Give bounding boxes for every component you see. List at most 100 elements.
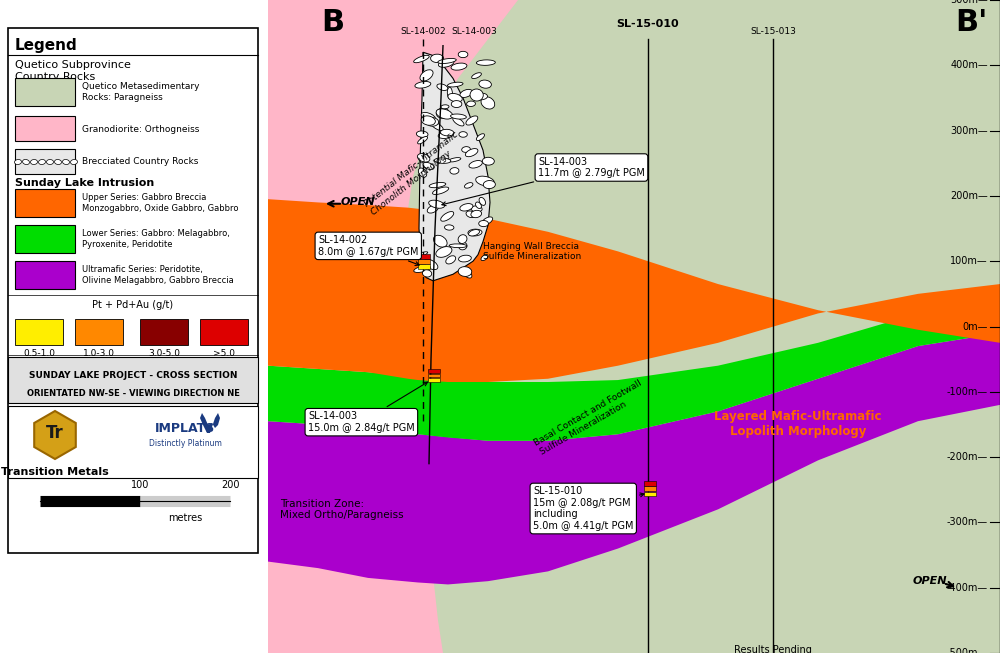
- Bar: [15, 78, 75, 106]
- Text: Distinctly Platinum: Distinctly Platinum: [149, 439, 221, 447]
- Text: Results Pending: Results Pending: [734, 645, 812, 653]
- Ellipse shape: [441, 104, 449, 109]
- Text: OPEN: OPEN: [913, 576, 948, 586]
- Text: IMPLATS: IMPLATS: [155, 421, 215, 434]
- Text: 100: 100: [131, 480, 149, 490]
- Ellipse shape: [467, 101, 475, 106]
- Ellipse shape: [414, 252, 428, 257]
- Ellipse shape: [468, 229, 482, 236]
- Ellipse shape: [460, 89, 472, 97]
- Ellipse shape: [479, 221, 488, 227]
- Ellipse shape: [476, 134, 484, 140]
- Bar: [418, 259, 430, 264]
- Ellipse shape: [437, 84, 448, 91]
- Ellipse shape: [453, 118, 464, 126]
- Ellipse shape: [426, 118, 439, 126]
- Ellipse shape: [471, 206, 482, 212]
- Text: 300m—: 300m—: [950, 125, 988, 136]
- Text: Quetico Subprovince
Country Rocks: Quetico Subprovince Country Rocks: [15, 60, 131, 82]
- Text: 3.0-5.0: 3.0-5.0: [148, 349, 180, 358]
- Bar: [15, 149, 75, 174]
- Polygon shape: [200, 413, 220, 433]
- Ellipse shape: [417, 153, 430, 162]
- Ellipse shape: [421, 116, 435, 125]
- Text: 0m—: 0m—: [963, 321, 988, 332]
- Ellipse shape: [420, 70, 433, 81]
- Ellipse shape: [465, 149, 478, 157]
- Text: Brecciated Country Rocks: Brecciated Country Rocks: [82, 157, 198, 167]
- Ellipse shape: [469, 230, 480, 236]
- Text: Transition Metals: Transition Metals: [1, 467, 109, 477]
- Text: Transition Zone:
Mixed Ortho/Paragneiss: Transition Zone: Mixed Ortho/Paragneiss: [280, 498, 404, 520]
- Text: 100m—: 100m—: [950, 256, 988, 266]
- Ellipse shape: [464, 183, 473, 188]
- Text: 400m—: 400m—: [950, 60, 988, 71]
- Ellipse shape: [418, 168, 427, 177]
- Ellipse shape: [482, 217, 493, 225]
- Ellipse shape: [476, 202, 481, 208]
- Bar: [8, 406, 258, 478]
- Polygon shape: [268, 0, 1000, 653]
- Polygon shape: [268, 333, 1000, 584]
- Ellipse shape: [436, 108, 449, 118]
- Bar: [418, 254, 430, 259]
- Ellipse shape: [429, 200, 445, 208]
- Text: -100m—: -100m—: [947, 387, 988, 397]
- Ellipse shape: [475, 93, 487, 100]
- Ellipse shape: [450, 168, 459, 174]
- Ellipse shape: [479, 197, 486, 205]
- Ellipse shape: [418, 136, 428, 144]
- Ellipse shape: [451, 101, 462, 108]
- Text: 0.5-1.0: 0.5-1.0: [23, 349, 55, 358]
- Bar: [428, 369, 440, 373]
- Text: Basal Contact and Footwall
Sulfide Mineralization: Basal Contact and Footwall Sulfide Miner…: [533, 379, 649, 457]
- Text: SL-15-013: SL-15-013: [750, 27, 796, 36]
- Ellipse shape: [470, 89, 483, 101]
- Text: Quetico Metasedimentary
Rocks: Paragneiss: Quetico Metasedimentary Rocks: Paragneis…: [82, 82, 200, 102]
- Ellipse shape: [466, 211, 475, 217]
- Ellipse shape: [459, 255, 471, 262]
- Ellipse shape: [23, 159, 29, 165]
- Ellipse shape: [433, 187, 449, 195]
- Ellipse shape: [451, 63, 467, 70]
- Bar: [644, 481, 656, 486]
- Ellipse shape: [422, 270, 432, 277]
- Text: SL-14-003: SL-14-003: [451, 27, 497, 36]
- Text: Sunday Lake Intrusion: Sunday Lake Intrusion: [15, 178, 154, 188]
- Ellipse shape: [421, 112, 436, 121]
- Text: SL-15-010: SL-15-010: [617, 20, 679, 29]
- Ellipse shape: [436, 109, 453, 119]
- Text: -500m—: -500m—: [947, 648, 988, 653]
- Ellipse shape: [481, 97, 495, 109]
- Bar: [428, 378, 440, 382]
- Text: SL-14-002
8.0m @ 1.67g/t PGM: SL-14-002 8.0m @ 1.67g/t PGM: [318, 235, 419, 266]
- Text: B': B': [956, 8, 988, 37]
- Ellipse shape: [466, 116, 478, 125]
- Text: SL-14-003
11.7m @ 2.79g/t PGM: SL-14-003 11.7m @ 2.79g/t PGM: [442, 157, 645, 206]
- Ellipse shape: [63, 159, 69, 165]
- Text: B: B: [321, 8, 345, 37]
- Bar: [140, 319, 188, 345]
- Text: Lower Series: Gabbro: Melagabbro,
Pyroxenite, Peridotite: Lower Series: Gabbro: Melagabbro, Pyroxe…: [82, 229, 230, 249]
- Bar: [8, 357, 258, 403]
- Ellipse shape: [438, 59, 456, 63]
- Text: SUNDAY LAKE PROJECT - CROSS SECTION: SUNDAY LAKE PROJECT - CROSS SECTION: [29, 370, 237, 379]
- Text: Granodiorite: Orthogneiss: Granodiorite: Orthogneiss: [82, 125, 199, 133]
- Text: 1.0-3.0: 1.0-3.0: [83, 349, 115, 358]
- Ellipse shape: [476, 60, 495, 65]
- Ellipse shape: [71, 159, 77, 165]
- Ellipse shape: [458, 52, 468, 57]
- Ellipse shape: [436, 247, 452, 257]
- Polygon shape: [268, 199, 1000, 382]
- Polygon shape: [268, 294, 1000, 441]
- Ellipse shape: [441, 212, 454, 221]
- Text: SL-14-003
15.0m @ 2.84g/t PGM: SL-14-003 15.0m @ 2.84g/t PGM: [308, 382, 428, 433]
- Ellipse shape: [39, 159, 45, 165]
- Ellipse shape: [449, 244, 467, 247]
- Text: metres: metres: [168, 513, 202, 523]
- Polygon shape: [268, 0, 518, 653]
- Text: OPEN: OPEN: [341, 197, 375, 208]
- Ellipse shape: [414, 56, 429, 63]
- Ellipse shape: [463, 270, 472, 278]
- Ellipse shape: [483, 180, 495, 189]
